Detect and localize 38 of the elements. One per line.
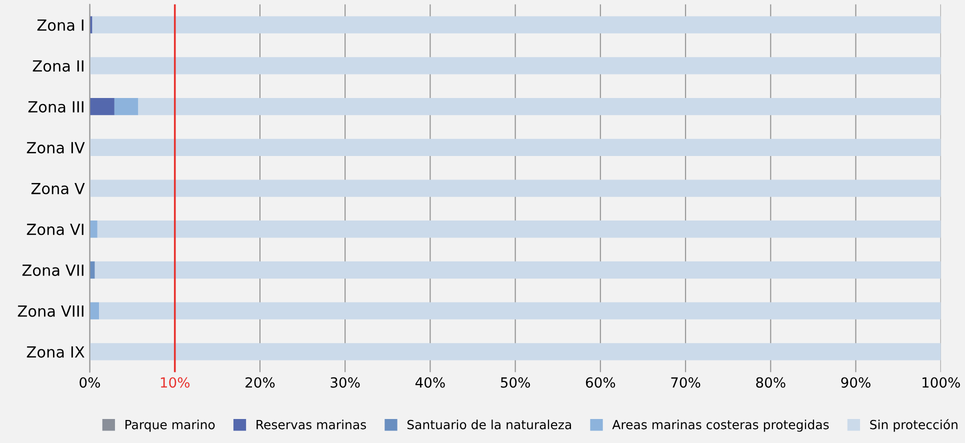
x-tick-label: 0% xyxy=(80,377,100,388)
y-tick-label: Zona III xyxy=(28,101,84,113)
bar xyxy=(90,302,100,320)
x-tick-label: 30% xyxy=(330,377,360,388)
legend-label: Sin protección xyxy=(870,419,958,432)
bar xyxy=(90,343,941,360)
bar xyxy=(92,16,941,34)
x-tick-label: 50% xyxy=(500,377,530,388)
y-tick-label: Zona I xyxy=(37,20,84,31)
bar xyxy=(90,138,941,156)
x-tick-label: 60% xyxy=(586,377,616,388)
bar xyxy=(97,220,941,238)
x-tick-label: 10% xyxy=(160,377,190,388)
bar xyxy=(114,98,138,116)
bar xyxy=(99,302,941,320)
y-tick-label: Zona V xyxy=(31,182,85,194)
bar xyxy=(138,98,941,116)
legend-label: Reservas marinas xyxy=(256,420,366,430)
legend-label: Santuario de la naturaleza xyxy=(407,420,571,430)
y-tick-label: Zona VIII xyxy=(18,306,84,317)
bar xyxy=(90,98,114,116)
bar xyxy=(90,220,98,238)
x-tick-label: 100% xyxy=(922,377,960,388)
x-tick-label: 20% xyxy=(246,377,275,388)
legend-label: Parque marino xyxy=(126,420,215,432)
y-tick-label: Zona IV xyxy=(26,142,85,154)
y-tick-label: Zona VI xyxy=(26,224,84,236)
x-tick-label: 80% xyxy=(756,377,786,388)
bar xyxy=(94,261,941,279)
bar xyxy=(90,57,941,74)
x-tick-label: 70% xyxy=(671,377,700,388)
bar xyxy=(90,180,941,197)
y-tick-label: Zona VII xyxy=(22,264,84,276)
y-tick-label: Zona II xyxy=(32,60,84,72)
x-tick-label: 90% xyxy=(841,377,870,388)
x-tick-label: 40% xyxy=(415,377,445,388)
legend-label: Areas marinas costeras protegidas xyxy=(612,420,829,432)
y-tick-label: Zona IX xyxy=(26,346,84,358)
